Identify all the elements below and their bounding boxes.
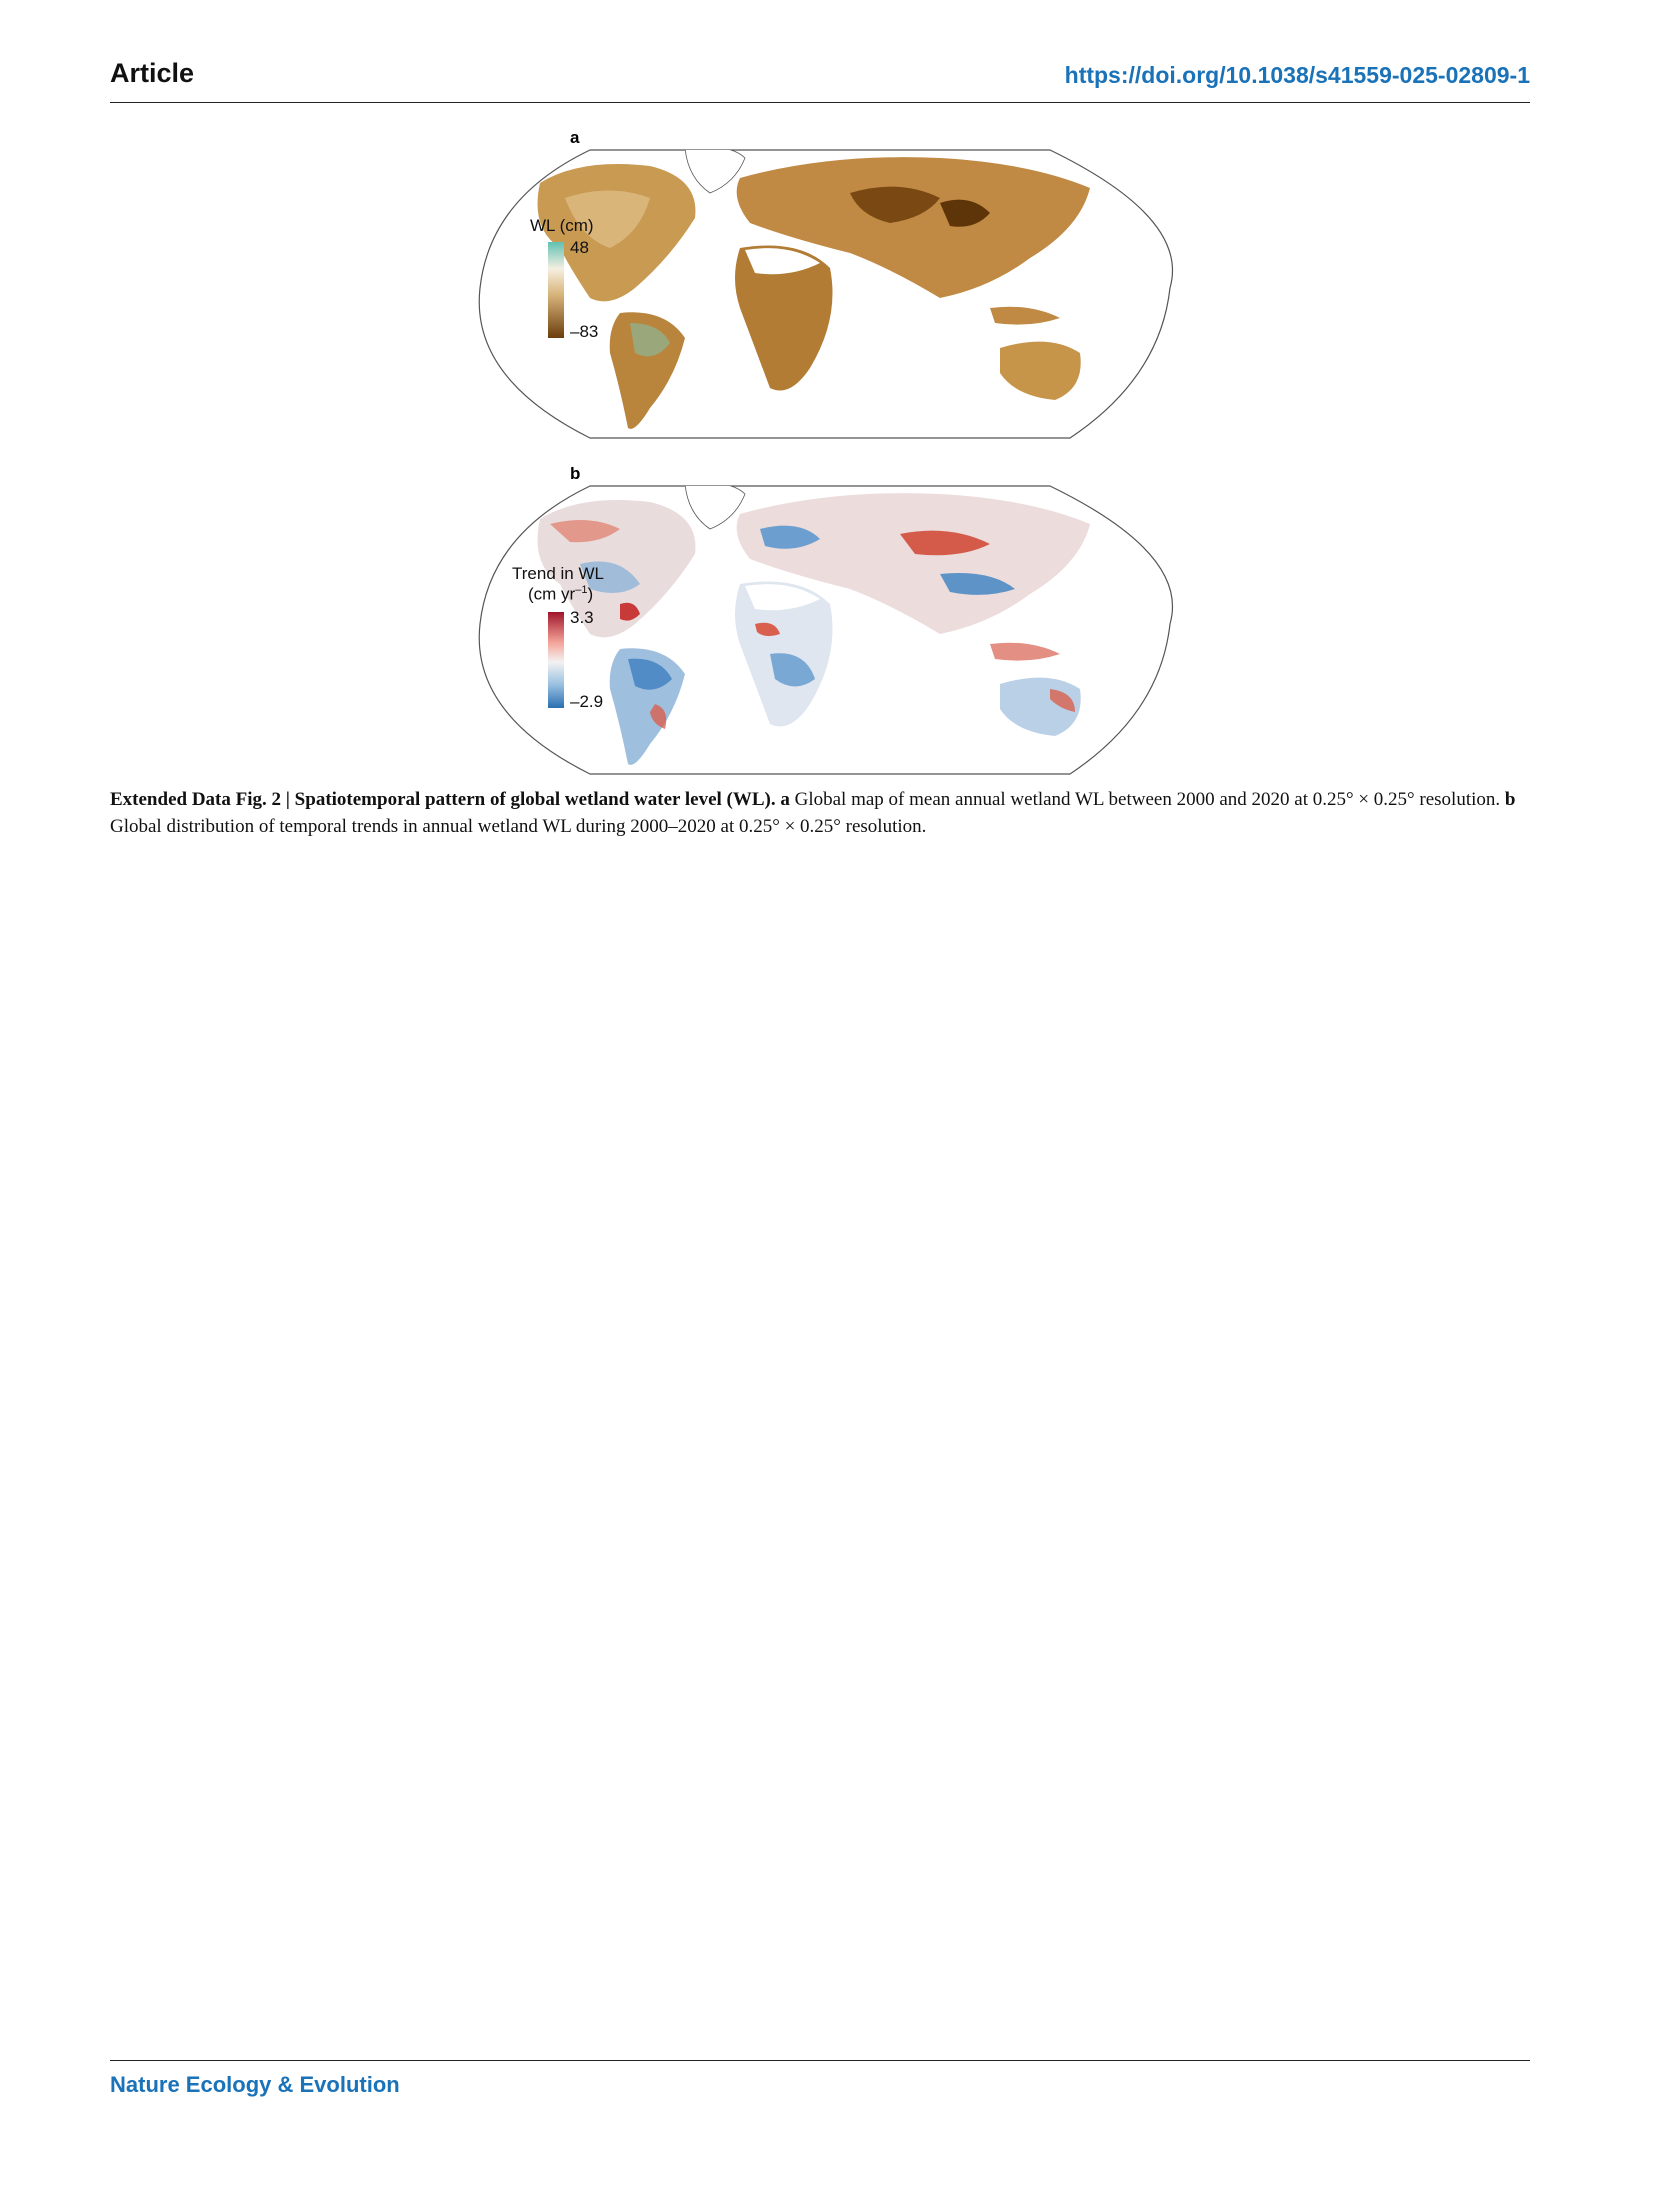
footer-divider (110, 2060, 1530, 2061)
legend-title: WL (cm) (530, 216, 594, 235)
header-divider (110, 102, 1530, 103)
figure-caption: Extended Data Fig. 2 | Spatiotemporal pa… (110, 786, 1530, 840)
legend-max-label: 3.3 (570, 608, 594, 627)
caption-b-text: Global distribution of temporal trends i… (110, 816, 927, 837)
legend-wl: WL (cm) 48 –83 (530, 216, 598, 341)
landmass-australia (1000, 341, 1081, 400)
legend-trend: Trend in WL (cm yr–1) 3.3 –2.9 (512, 564, 604, 711)
legend-max-label: 48 (570, 238, 589, 257)
legend-min-label: –2.9 (570, 692, 604, 711)
colorbar-trend (548, 612, 564, 708)
caption-a-label: a (780, 789, 790, 810)
page-header: Article https://doi.org/10.1038/s41559-0… (110, 58, 1530, 100)
journal-name: Nature Ecology & Evolution (110, 2072, 400, 2097)
panel-a: a (470, 128, 1190, 448)
section-label: Article (110, 58, 195, 88)
caption-label: Extended Data Fig. 2 | Spatiotemporal pa… (110, 789, 776, 810)
wl-world-map (478, 149, 1174, 439)
figure: a (470, 128, 1190, 778)
wl-trend-world-map (478, 485, 1174, 775)
colorbar-wl (548, 242, 564, 338)
legend-title-line1: Trend in WL (512, 564, 604, 583)
landmass-greenland (684, 150, 746, 194)
panel-b-letter: b (570, 464, 581, 483)
landmass-eurasia (736, 493, 1090, 634)
legend-min-label: –83 (570, 322, 599, 341)
landmass-africa (735, 245, 833, 391)
landmass-greenland (684, 486, 746, 530)
doi-link[interactable]: https://doi.org/10.1038/s41559-025-02809… (1064, 62, 1530, 88)
panel-b: b (470, 464, 1190, 784)
panel-a-letter: a (570, 128, 580, 147)
caption-a-text: Global map of mean annual wetland WL bet… (789, 789, 1505, 810)
caption-b-label: b (1504, 789, 1516, 810)
landmass-eurasia (736, 157, 1090, 298)
legend-title-line2: (cm yr–1) (528, 584, 594, 604)
